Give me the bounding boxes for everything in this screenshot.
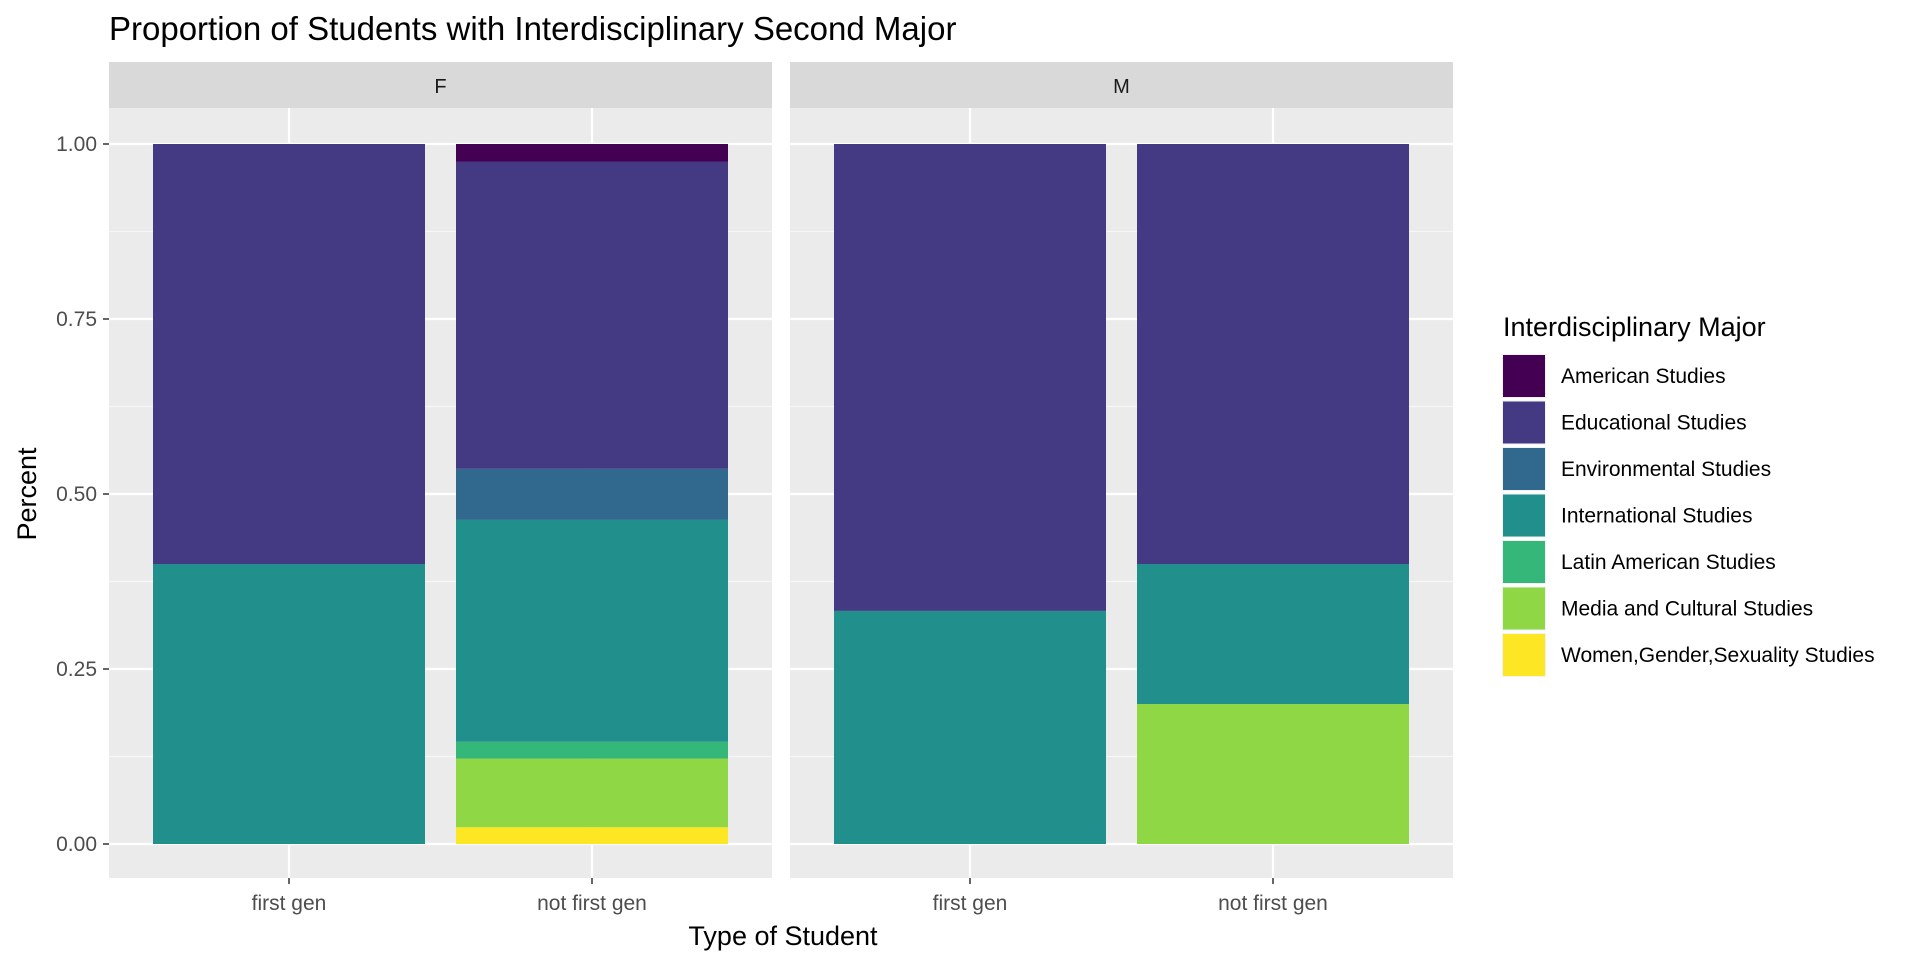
legend-key-swatch — [1503, 541, 1545, 583]
legend-key-swatch — [1503, 494, 1545, 537]
legend-label: American Studies — [1561, 365, 1726, 388]
legend-item: Women,Gender,Sexuality Studies — [1502, 633, 1875, 677]
bar-segment — [1137, 564, 1409, 704]
legend-label: Environmental Studies — [1561, 458, 1771, 481]
bar-segment — [153, 564, 425, 844]
y-tick-label: 1.00 — [56, 133, 97, 156]
legend-key-swatch — [1503, 401, 1545, 444]
y-tick-label: 0.00 — [56, 833, 97, 856]
x-axis-title: Type of Student — [688, 921, 878, 951]
y-tick-label: 0.75 — [56, 308, 97, 331]
legend-label: Women,Gender,Sexuality Studies — [1561, 644, 1875, 667]
legend: Interdisciplinary Major American Studies… — [1502, 312, 1875, 677]
x-tick-label: not first gen — [537, 892, 647, 915]
legend-item: Media and Cultural Studies — [1502, 586, 1813, 631]
legend-item: International Studies — [1502, 493, 1752, 538]
legend-item: Educational Studies — [1502, 400, 1747, 445]
legend-key-swatch — [1503, 587, 1545, 630]
y-axis: 0.00 0.25 0.50 0.75 1.00 — [56, 133, 109, 856]
facet-strip-label: F — [434, 76, 446, 98]
bar-segment — [834, 610, 1106, 844]
y-axis-title: Percent — [12, 447, 42, 541]
legend-key-swatch — [1503, 634, 1545, 676]
facet-strip-label: M — [1113, 76, 1130, 98]
legend-key-swatch — [1503, 355, 1545, 397]
bar-segment — [456, 827, 728, 844]
bar-segment — [456, 519, 728, 742]
x-tick-label: first gen — [933, 892, 1008, 915]
legend-label: Media and Cultural Studies — [1561, 598, 1813, 621]
bar-segment — [456, 144, 728, 162]
legend-label: Educational Studies — [1561, 412, 1747, 435]
legend-label: International Studies — [1561, 505, 1752, 528]
bar-segment — [1137, 704, 1409, 844]
legend-item: Environmental Studies — [1502, 447, 1771, 491]
x-tick-label: not first gen — [1218, 892, 1328, 915]
legend-title: Interdisciplinary Major — [1503, 312, 1766, 342]
bar-segment — [456, 468, 728, 520]
facet-strip — [790, 62, 1453, 108]
chart-title: Proportion of Students with Interdiscipl… — [109, 10, 956, 47]
y-tick-label: 0.25 — [56, 658, 97, 681]
legend-label: Latin American Studies — [1561, 551, 1776, 574]
bar-segment — [456, 758, 728, 828]
bar-segment — [456, 161, 728, 469]
bar-segment — [834, 144, 1106, 611]
legend-key-swatch — [1503, 448, 1545, 490]
legend-item: Latin American Studies — [1502, 540, 1776, 584]
y-tick-label: 0.50 — [56, 483, 97, 506]
bar-segment — [1137, 144, 1409, 564]
bar-segment — [456, 741, 728, 759]
facet-strip — [109, 62, 772, 108]
legend-item: American Studies — [1502, 354, 1726, 398]
bar-segment — [153, 144, 425, 564]
x-tick-label: first gen — [252, 892, 327, 915]
